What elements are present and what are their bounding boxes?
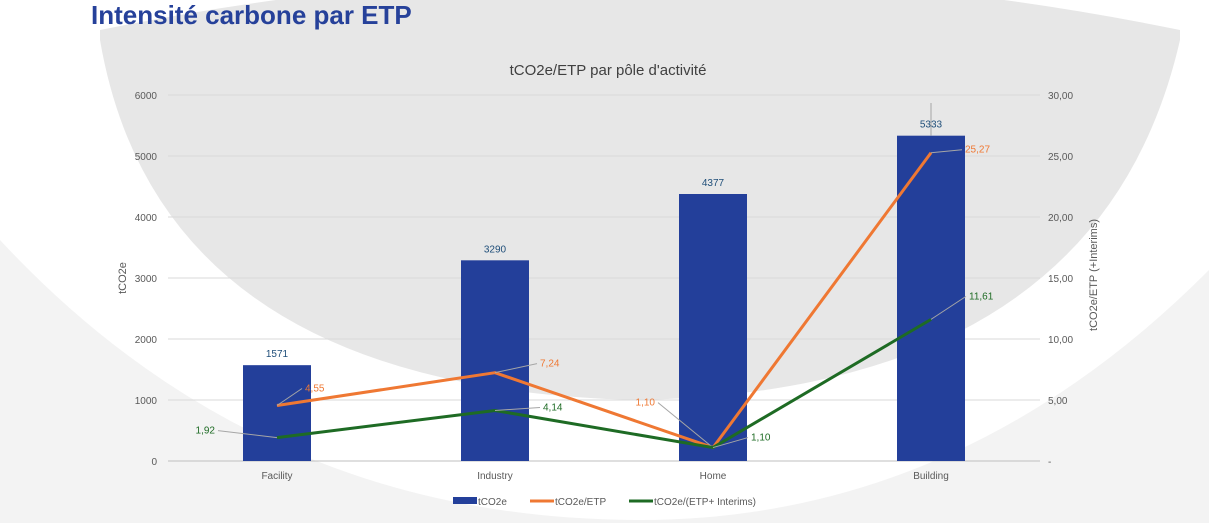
y-tick-label: 0	[151, 457, 157, 468]
y2-tick-label: 30,00	[1048, 91, 1073, 102]
y-axis-title: tCO2e	[117, 262, 129, 294]
y2-axis-title: tCO2e/ETP (+Interims)	[1088, 219, 1100, 331]
series-line	[276, 151, 933, 450]
legend-label: tCO2e/(ETP+ Interims)	[654, 497, 756, 508]
bar	[243, 365, 311, 461]
line-data-label: 1,10	[636, 398, 656, 409]
y2-tick-label: 25,00	[1048, 152, 1073, 163]
y-tick-label: 3000	[135, 274, 158, 285]
y2-tick-label: 10,00	[1048, 335, 1073, 346]
bar	[679, 194, 747, 462]
bar	[897, 135, 965, 461]
line-data-label: 11,61	[969, 291, 994, 302]
y-tick-label: 5000	[135, 152, 158, 163]
x-tick-label: Industry	[477, 471, 513, 482]
x-tick-label: Building	[913, 471, 949, 482]
line-data-label: 25,27	[965, 145, 990, 156]
y2-tick-label: 20,00	[1048, 213, 1073, 224]
data-label-leader	[657, 402, 714, 448]
data-label-leader	[494, 406, 541, 411]
legend-label: tCO2e	[478, 497, 507, 508]
y2-tick-label: 15,00	[1048, 274, 1073, 285]
page-title: Intensité carbone par ETP	[91, 0, 412, 30]
x-tick-label: Facility	[261, 471, 292, 482]
y-tick-label: 1000	[135, 396, 158, 407]
chart-title: tCO2e/ETP par pôle d'activité	[510, 62, 707, 79]
series-line	[276, 318, 932, 450]
line-data-label: 7,24	[540, 359, 560, 370]
line-data-label: 1,10	[751, 433, 771, 444]
data-label-leader	[276, 388, 303, 406]
legend-label: tCO2e/ETP	[555, 497, 606, 508]
bar-data-label: 3290	[484, 244, 507, 255]
data-label-leader	[712, 437, 749, 449]
y2-tick-label: -	[1048, 457, 1051, 468]
bar-data-label: 1571	[266, 349, 289, 360]
y-tick-label: 2000	[135, 335, 158, 346]
x-tick-label: Home	[700, 471, 727, 482]
data-label-leader	[494, 363, 538, 374]
y-tick-label: 4000	[135, 213, 158, 224]
line-data-label: 4,55	[305, 383, 325, 394]
y2-tick-label: 5,00	[1048, 396, 1068, 407]
data-label-leader	[930, 295, 967, 320]
line-data-label: 4,14	[543, 402, 563, 413]
y-tick-label: 6000	[135, 91, 158, 102]
data-label-leader	[930, 149, 963, 154]
bar-data-label: 4377	[702, 178, 725, 189]
data-label-leader	[217, 430, 278, 439]
line-data-label: 1,92	[196, 426, 216, 437]
legend-swatch	[453, 497, 477, 504]
bar	[461, 260, 529, 461]
